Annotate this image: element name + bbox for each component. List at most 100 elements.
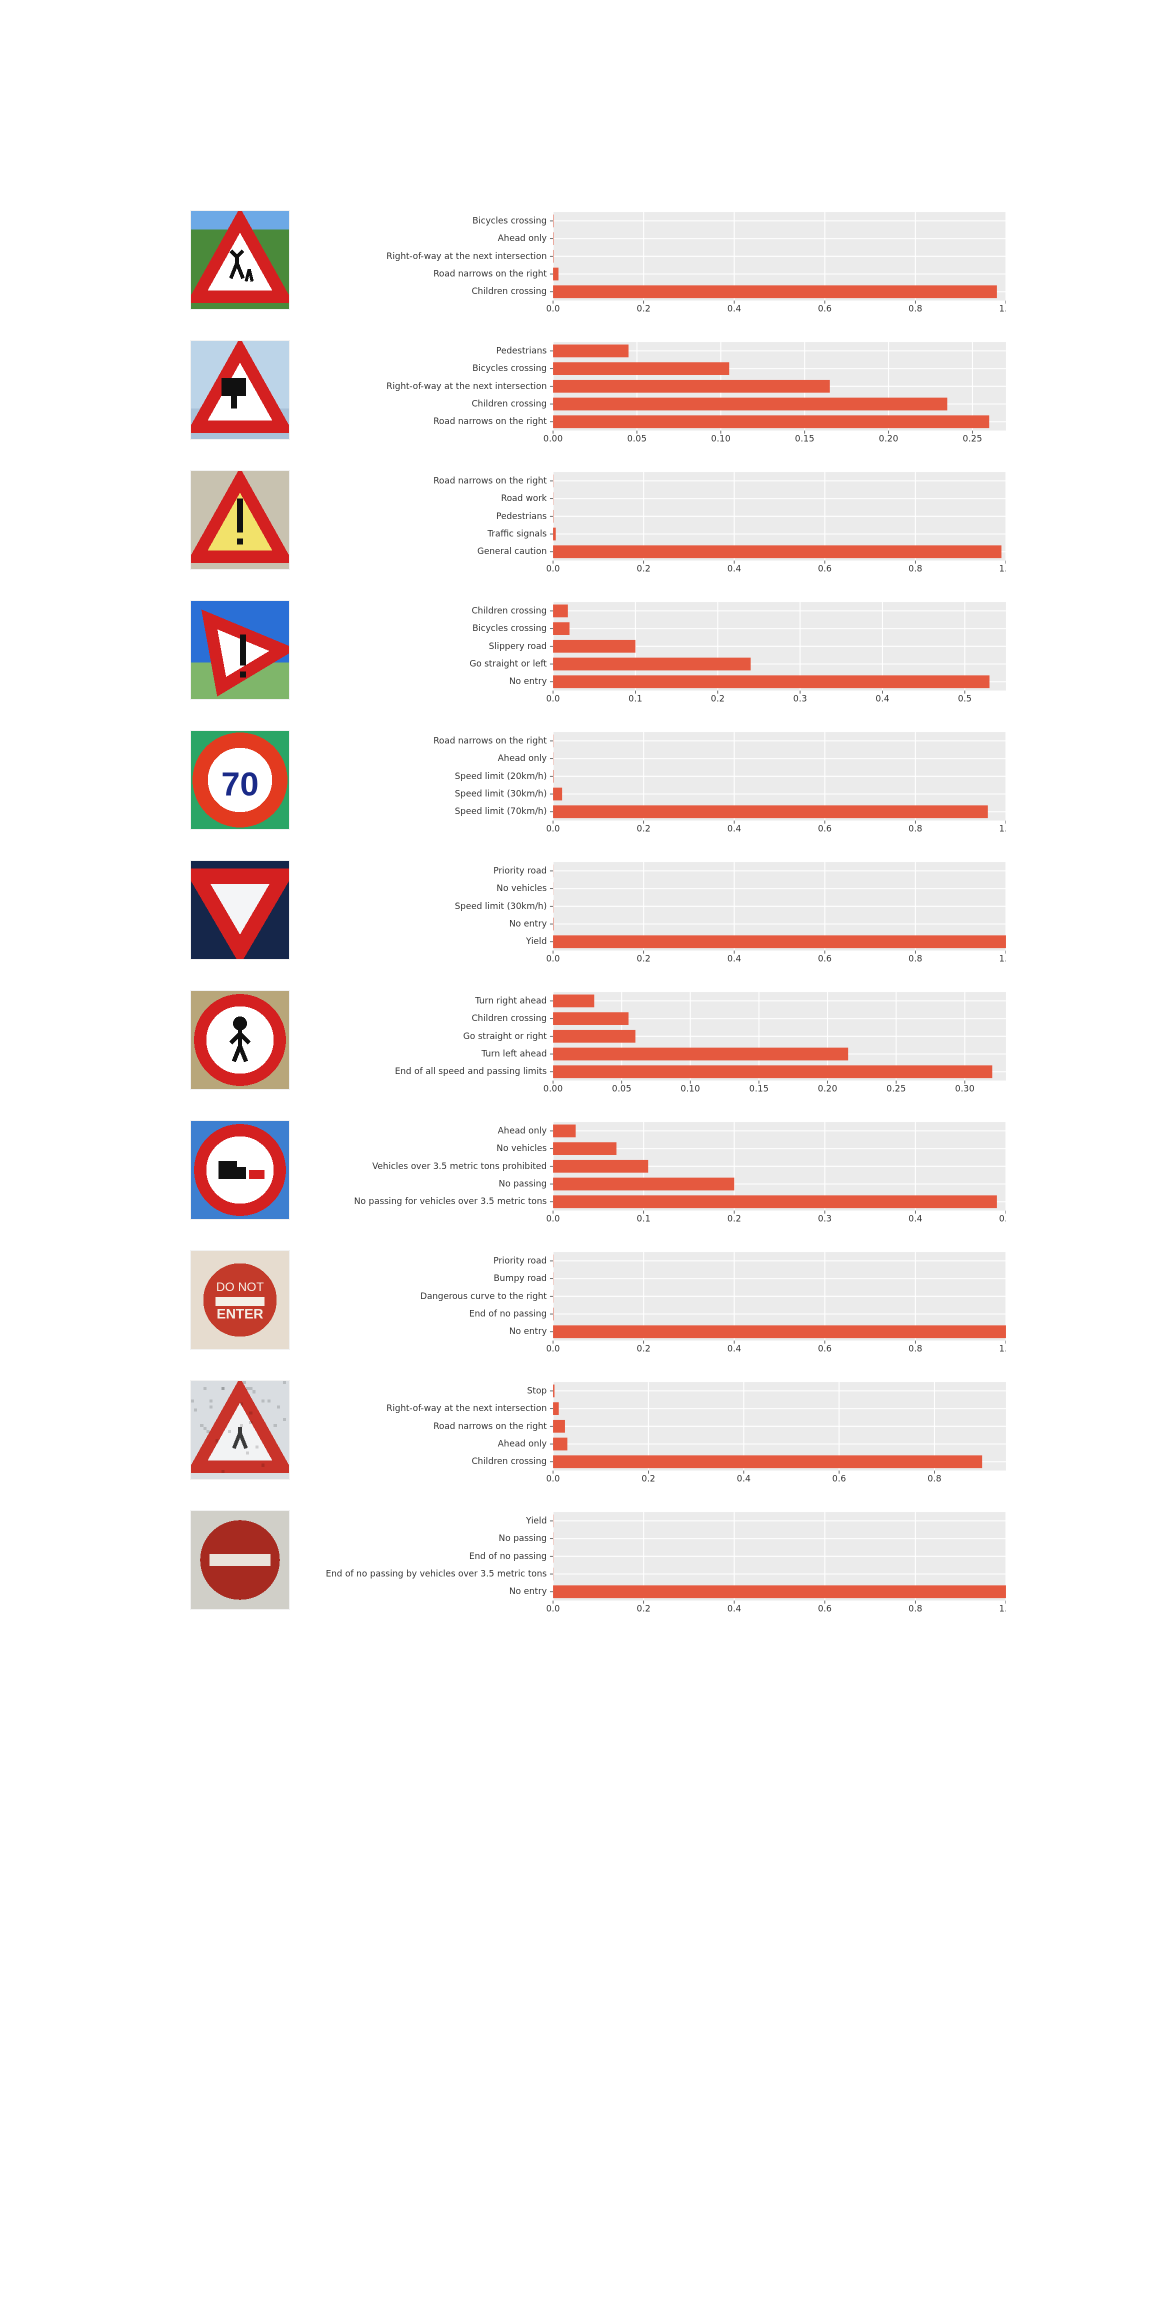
sign-thumbnail <box>190 210 290 310</box>
probability-chart: 0.00.20.40.60.8StopRight-of-way at the n… <box>306 1380 1006 1488</box>
class-label: Ahead only <box>498 1440 547 1450</box>
x-tick-label: 0.4 <box>727 564 741 574</box>
x-tick-label: 1.0 <box>999 304 1006 314</box>
class-label: Turn right ahead <box>474 996 547 1006</box>
x-tick-label: 0.10 <box>711 434 730 444</box>
class-label: No vehicles <box>497 1144 548 1154</box>
result-row: 0.00.20.40.60.81.0Priority roadNo vehicl… <box>190 860 1006 968</box>
x-tick-label: 0.8 <box>908 954 922 964</box>
x-tick-label: 0.0 <box>546 564 560 574</box>
class-label: No passing <box>499 1534 547 1544</box>
x-tick-label: 0.5 <box>958 694 972 704</box>
probability-chart: 0.000.050.100.150.200.25PedestriansBicyc… <box>306 340 1006 448</box>
probability-bar <box>553 1438 567 1451</box>
x-tick-label: 0.1 <box>637 1214 651 1224</box>
class-label: Children crossing <box>472 606 547 616</box>
x-tick-label: 0.2 <box>637 1604 651 1614</box>
probability-bar <box>553 268 558 281</box>
x-tick-label: 0.2 <box>637 1344 651 1354</box>
class-label: General caution <box>477 547 547 557</box>
probability-bar <box>553 1585 1006 1598</box>
probability-bar <box>553 415 989 428</box>
probability-bar <box>553 658 751 671</box>
probability-bar <box>553 995 594 1008</box>
probability-bar <box>553 935 1006 948</box>
x-tick-label: 0.2 <box>637 954 651 964</box>
result-row: 0.00.10.20.30.40.5Children crossingBicyc… <box>190 600 1006 708</box>
class-label: Road narrows on the right <box>433 270 547 280</box>
x-tick-label: 0.8 <box>908 304 922 314</box>
result-row: DO NOTENTER0.00.20.40.60.81.0Priority ro… <box>190 1250 1006 1358</box>
result-row: 0.000.050.100.150.200.250.30Turn right a… <box>190 990 1006 1098</box>
class-label: Right-of-way at the next intersection <box>386 1404 546 1414</box>
class-label: No entry <box>509 920 547 930</box>
result-row: 0.00.20.40.60.8StopRight-of-way at the n… <box>190 1380 1006 1488</box>
x-tick-label: 0.15 <box>749 1084 768 1094</box>
class-label: Road work <box>501 494 548 504</box>
probability-bar <box>553 1065 992 1078</box>
class-label: Pedestrians <box>496 346 547 356</box>
x-tick-label: 0.6 <box>832 1474 846 1484</box>
x-tick-label: 0.4 <box>875 694 889 704</box>
result-row: 700.00.20.40.60.81.0Road narrows on the … <box>190 730 1006 838</box>
class-label: Traffic signals <box>486 530 547 540</box>
class-label: End of no passing by vehicles over 3.5 m… <box>326 1570 548 1580</box>
x-tick-label: 0.4 <box>908 1214 922 1224</box>
probability-chart: 0.00.20.40.60.81.0YieldNo passingEnd of … <box>306 1510 1006 1618</box>
result-row: 0.00.20.40.60.81.0Bicycles crossingAhead… <box>190 210 1006 318</box>
probability-bar <box>553 528 556 541</box>
x-tick-label: 0.0 <box>546 304 560 314</box>
class-label: Right-of-way at the next intersection <box>386 252 546 262</box>
class-label: Yield <box>525 937 547 947</box>
x-tick-label: 0.10 <box>681 1084 700 1094</box>
probability-bar <box>553 1455 982 1468</box>
classification-grid: 0.0 0.2 0.4 0.6 0.8 1.0 Bicycles crossing Ahead… <box>190 210 1006 1640</box>
class-label: Ahead only <box>498 754 547 764</box>
x-tick-label: 0.6 <box>818 1344 832 1354</box>
sign-thumbnail <box>190 470 290 570</box>
class-label: No passing for vehicles over 3.5 metric … <box>354 1197 547 1207</box>
sign-thumbnail: DO NOTENTER <box>190 1250 290 1350</box>
probability-bar <box>553 1385 554 1398</box>
x-tick-label: 0.0 <box>546 1604 560 1614</box>
probability-bar <box>553 1178 734 1191</box>
x-tick-label: 0.6 <box>818 304 832 314</box>
x-tick-label: 0.20 <box>879 434 898 444</box>
x-tick-label: 0.0 <box>546 1214 560 1224</box>
sign-thumbnail <box>190 600 290 700</box>
svg-text:ENTER: ENTER <box>217 1306 264 1321</box>
result-row: 0.00.10.20.30.40.5Ahead onlyNo vehiclesV… <box>190 1120 1006 1228</box>
x-tick-label: 0.8 <box>928 1474 942 1484</box>
probability-chart: 0.00.20.40.60.81.0Road narrows on the ri… <box>306 730 1006 838</box>
class-label: Ahead only <box>498 1126 547 1136</box>
probability-bar <box>553 1195 997 1208</box>
probability-bar <box>553 345 628 358</box>
probability-chart: 0.00.20.40.60.81.0Priority roadBumpy roa… <box>306 1250 1006 1358</box>
class-label: Priority road <box>493 1256 547 1266</box>
probability-bar <box>553 788 562 801</box>
class-label: Children crossing <box>472 1014 547 1024</box>
x-tick-label: 1.0 <box>999 1604 1006 1614</box>
probability-bar <box>553 675 989 688</box>
x-tick-label: 0.4 <box>727 304 741 314</box>
x-tick-label: 0.5 <box>999 1214 1006 1224</box>
x-tick-label: 0.0 <box>546 694 560 704</box>
x-tick-label: 0.8 <box>908 1344 922 1354</box>
x-tick-label: 0.2 <box>711 694 725 704</box>
class-label: Speed limit (30km/h) <box>455 902 547 912</box>
probability-bar <box>553 1048 848 1061</box>
x-tick-label: 0.8 <box>908 824 922 834</box>
probability-bar <box>553 380 830 393</box>
sign-thumbnail <box>190 340 290 440</box>
x-tick-label: 0.6 <box>818 954 832 964</box>
x-tick-label: 0.05 <box>612 1084 631 1094</box>
class-label: Bicycles crossing <box>472 216 546 226</box>
x-tick-label: 0.2 <box>637 824 651 834</box>
x-tick-label: 0.00 <box>543 1084 562 1094</box>
x-tick-label: 0.25 <box>886 1084 905 1094</box>
probability-bar <box>553 398 947 411</box>
class-label: Stop <box>527 1386 547 1396</box>
class-label: Children crossing <box>472 400 547 410</box>
x-tick-label: 0.4 <box>727 954 741 964</box>
sign-thumbnail <box>190 1510 290 1610</box>
